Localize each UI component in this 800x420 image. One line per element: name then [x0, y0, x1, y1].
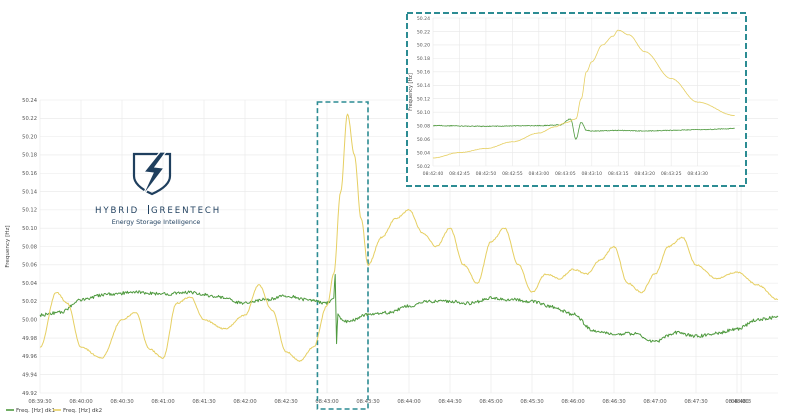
x-tick-label: 08:47:00 [643, 399, 666, 405]
y-tick-label: 50.20 [417, 43, 430, 49]
x-tick-label: 08:43:25 [661, 171, 682, 177]
x-tick-label: 08:47:30 [684, 399, 707, 405]
x-tick-label: 08:48:00 [725, 399, 748, 405]
y-tick-label: 50.14 [417, 83, 430, 89]
y-tick-label: 50.02 [22, 299, 37, 305]
y-tick-label: 50.20 [22, 134, 37, 140]
y-tick-label: 49.92 [22, 391, 37, 397]
lightning-bolt-shield-icon [132, 151, 172, 198]
x-tick-label: 08:39:30 [28, 399, 51, 405]
x-tick-label: 08:40:30 [110, 399, 133, 405]
y-tick-label: 50.12 [22, 208, 37, 214]
x-tick-label: 08:43:05 [555, 171, 576, 177]
y-tick-label: 50.06 [417, 137, 430, 143]
legend-label: Freq. [Hz] dk2 [63, 408, 102, 414]
y-tick-label: 50.04 [22, 281, 38, 287]
y-tick-label: 50.24 [417, 16, 430, 22]
y-tick-label: 49.94 [22, 372, 38, 378]
y-tick-label: 50.18 [417, 56, 430, 62]
x-tick-label: 08:42:55 [502, 171, 523, 177]
y-tick-label: 50.06 [22, 263, 37, 269]
y-tick-label: 50.14 [22, 189, 38, 195]
x-tick-label: 08:46:00 [561, 399, 584, 405]
x-tick-label: 08:42:45 [449, 171, 470, 177]
y-tick-label: 50.02 [417, 164, 430, 170]
x-tick-label: 08:43:30 [356, 399, 379, 405]
x-tick-label: 08:43:15 [608, 171, 629, 177]
x-tick-label: 08:42:50 [476, 171, 497, 177]
logo-tagline: Energy Storage Intelligence [112, 218, 201, 226]
x-tick-label: 08:44:00 [397, 399, 420, 405]
y-tick-label: 50.04 [417, 150, 430, 156]
x-tick-label: 08:42:40 [423, 171, 444, 177]
series-line-2 [39, 113, 779, 362]
x-tick-label: 08:46:30 [602, 399, 625, 405]
x-tick-label: 08:43:20 [634, 171, 655, 177]
x-tick-label: 08:43:10 [581, 171, 602, 177]
y-tick-label: 50.12 [417, 97, 430, 103]
y-tick-label: 50.08 [22, 244, 37, 250]
zoom-highlight-box [316, 101, 369, 410]
x-tick-label: 08:43:00 [315, 399, 338, 405]
inset-chart: 50.02 50.04 50.06 50.08 50.10 50.12 50.14 50.16… [406, 12, 747, 187]
series-line-2 [432, 29, 735, 159]
x-tick-label: 08:48:3 [731, 399, 751, 405]
y-tick-label: 50.18 [22, 153, 37, 159]
y-tick-label: 50.24 [22, 98, 38, 104]
y-tick-label: 50.22 [417, 29, 430, 35]
y-tick-label: 50.16 [22, 171, 37, 177]
x-tick-label: 08:45:00 [479, 399, 502, 405]
series-line-1 [432, 118, 735, 140]
x-tick-label: 08:41:00 [151, 399, 174, 405]
x-tick-label: 08:42:00 [233, 399, 256, 405]
legend: Freq. [Hz] dk1 Freq. [Hz] dk2 [6, 408, 102, 414]
series-line-1 [39, 274, 779, 345]
logo-brand-left: HYBRID [95, 206, 139, 216]
y-tick-label: 49.96 [22, 354, 37, 360]
y-axis-title: Frequency [Hz] [408, 73, 414, 111]
y-tick-label: 50.10 [22, 226, 37, 232]
x-tick-label: 08:43:30 [687, 171, 708, 177]
x-tick-label: 08:42:30 [274, 399, 297, 405]
x-tick-label: 08:43:00 [529, 171, 550, 177]
logo: HYBRID GREENTECH Energy Storage Intellig… [95, 151, 221, 226]
y-tick-label: 50.10 [417, 110, 430, 116]
y-tick-label: 50.16 [417, 70, 430, 76]
logo-brand-right: GREENTECH [151, 206, 221, 216]
y-tick-label: 49.98 [22, 336, 37, 342]
y-tick-label: 50.00 [22, 318, 37, 324]
y-axis-title: Frequency [Hz] [5, 225, 11, 267]
x-tick-label: 08:45:30 [520, 399, 543, 405]
y-tick-label: 50.22 [22, 116, 37, 122]
x-tick-label: 08:41:30 [192, 399, 215, 405]
inset-frame [406, 12, 747, 187]
y-tick-label: 50.08 [417, 123, 430, 129]
x-tick-label: 08:44:30 [438, 399, 461, 405]
legend-label: Freq. [Hz] dk1 [16, 408, 56, 414]
x-tick-label: 08:40:00 [69, 399, 92, 405]
